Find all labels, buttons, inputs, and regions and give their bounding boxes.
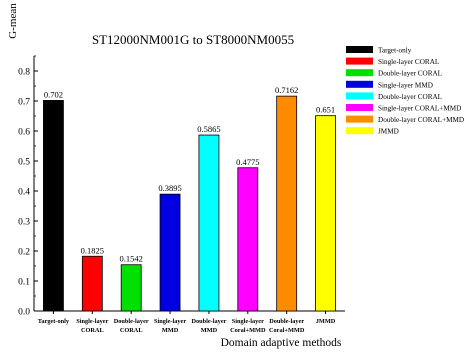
legend-label: Double-layer CORAL xyxy=(378,70,442,78)
x-tick-label: Double-layer xyxy=(114,318,149,325)
bar-value-label: 0.651 xyxy=(316,105,335,115)
bar xyxy=(159,193,181,312)
x-tick-label: JMMD xyxy=(316,318,336,325)
legend-label: Single-layer MMD xyxy=(378,81,433,89)
x-tick-label: MMD xyxy=(201,327,218,334)
legend-label: Double-layer CORAL xyxy=(378,93,442,101)
y-tick-label: 0.5 xyxy=(18,158,30,168)
legend-label: JMMD xyxy=(378,128,399,136)
x-tick-label: Coral+MMD xyxy=(269,327,305,334)
legend-label: Single-layer CORAL xyxy=(378,58,439,66)
bar-value-label: 0.702 xyxy=(44,89,63,99)
legend-label: Target-only xyxy=(378,47,412,55)
legend-swatch xyxy=(346,80,373,88)
bar xyxy=(120,264,142,312)
x-tick-label: Double-layer xyxy=(269,318,304,325)
x-tick-label: Coral+MMD xyxy=(230,327,266,334)
legend-swatch xyxy=(346,92,373,100)
bar-value-label: 0.4775 xyxy=(236,157,259,167)
legend-swatch xyxy=(346,115,373,123)
legend-label: Single-layer CORAL+MMD xyxy=(378,105,461,113)
y-tick-label: 0.8 xyxy=(18,68,30,78)
legend-swatch xyxy=(346,57,373,65)
bar xyxy=(276,95,298,312)
bar xyxy=(315,115,336,312)
bar-value-label: 0.1542 xyxy=(120,254,143,264)
bar-value-label: 0.1825 xyxy=(81,245,104,255)
x-tick-label: Double-layer xyxy=(191,318,226,325)
y-tick-label: 0.3 xyxy=(18,218,30,228)
bar-value-label: 0.5865 xyxy=(197,124,220,134)
plot-area: 0.0 0.1 0.2 0.3 0.4 0.5 0.6 0.7 0.8 0.702 Target-o… xyxy=(18,55,345,334)
legend-swatch xyxy=(346,104,373,111)
y-tick-label: 0.4 xyxy=(18,188,30,198)
legend-swatch xyxy=(346,46,373,53)
legend-swatch xyxy=(346,69,373,77)
x-tick-label: Target-only xyxy=(38,318,70,325)
x-tick-label: Single-layer xyxy=(76,318,108,325)
legend: Target-only Single-layer CORAL Double-laye… xyxy=(346,46,464,136)
x-tick-label: CORAL xyxy=(81,327,104,334)
bar xyxy=(198,134,220,312)
x-axis-label: Domain adaptive methods xyxy=(221,337,342,349)
y-tick-label: 0.7 xyxy=(18,98,30,108)
y-tick-label: 0.2 xyxy=(18,248,30,258)
chart-title: ST12000NM001G to ST8000NM0055 xyxy=(92,32,294,47)
bar xyxy=(81,255,103,312)
y-axis-label: G-mean xyxy=(7,3,19,39)
bar xyxy=(43,100,64,312)
y-tick-label: 0.1 xyxy=(18,278,30,288)
bar xyxy=(237,167,259,312)
x-tick-label: Single-layer xyxy=(232,318,264,325)
legend-label: Double-layer CORAL+MMD xyxy=(378,116,464,124)
y-tick-label: 0.6 xyxy=(18,128,30,138)
x-tick-label: Single-layer xyxy=(154,318,186,325)
bar-value-label: 0.7162 xyxy=(275,85,298,95)
y-tick-label: 0.0 xyxy=(18,308,30,318)
x-tick-label: MMD xyxy=(162,327,179,334)
x-tick-label: CORAL xyxy=(120,327,143,334)
legend-swatch xyxy=(346,127,373,135)
bar-value-label: 0.3895 xyxy=(158,183,181,193)
